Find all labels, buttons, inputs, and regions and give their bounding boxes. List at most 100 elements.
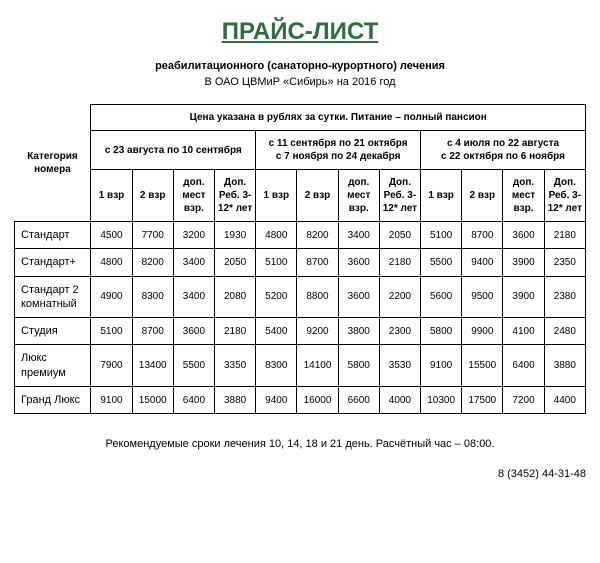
page-title: ПРАЙС-ЛИСТ [14,18,586,46]
subcol-0-1: 2 взр [132,170,173,222]
row-label: Гранд Люкс [15,387,91,414]
price-cell: 4500 [91,222,132,249]
price-cell: 4900 [91,276,132,318]
col-header-category: Категория номера [15,105,91,222]
price-cell: 2300 [379,318,420,345]
price-cell: 2050 [379,222,420,249]
price-cell: 17500 [462,387,503,414]
row-label: Люкс премиум [15,345,91,387]
phone-number: 8 (3452) 44-31-48 [14,468,586,480]
price-cell: 3900 [503,249,544,276]
row-label: Студия [15,318,91,345]
subcol-1-3: Доп. Реб. 3-12* лет [379,170,420,222]
price-cell: 8300 [132,276,173,318]
price-cell: 8200 [132,249,173,276]
price-cell: 15000 [132,387,173,414]
price-cell: 2200 [379,276,420,318]
price-cell: 3600 [173,318,214,345]
price-cell: 7900 [91,345,132,387]
subcol-1-0: 1 взр [256,170,297,222]
subtitle-line-1: реабилитационного (санаторно-курортного)… [14,60,586,72]
price-cell: 4000 [379,387,420,414]
price-cell: 4100 [503,318,544,345]
price-cell: 3400 [173,249,214,276]
price-cell: 6600 [338,387,379,414]
price-table: Категория номера Цена указана в рублях з… [14,104,586,414]
price-cell: 9900 [462,318,503,345]
period-header-2: с 4 июля по 22 августа с 22 октября по 6… [421,131,586,170]
price-cell: 6400 [503,345,544,387]
row-label: Стандарт [15,222,91,249]
subcol-0-3: Доп. Реб. 3-12* лет [215,170,256,222]
price-cell: 5100 [91,318,132,345]
price-cell: 9400 [256,387,297,414]
price-cell: 6400 [173,387,214,414]
period-header-0: с 23 августа по 10 сентября [91,131,256,170]
price-cell: 8300 [256,345,297,387]
price-cell: 9400 [462,249,503,276]
subcol-2-0: 1 взр [421,170,462,222]
price-cell: 4800 [91,249,132,276]
price-cell: 9100 [91,387,132,414]
price-cell: 2050 [215,249,256,276]
period-header-1: с 11 сентября по 21 октября с 7 ноября п… [256,131,421,170]
price-cell: 5600 [421,276,462,318]
price-cell: 5800 [421,318,462,345]
price-cell: 8800 [297,276,338,318]
price-cell: 9500 [462,276,503,318]
table-body: Стандарт45007700320019304800820034002050… [15,222,586,414]
price-cell: 5500 [173,345,214,387]
price-cell: 14100 [297,345,338,387]
price-cell: 3600 [338,249,379,276]
table-row: Гранд Люкс910015000640038809400160006600… [15,387,586,414]
price-cell: 2180 [379,249,420,276]
price-cell: 1930 [215,222,256,249]
price-cell: 5200 [256,276,297,318]
price-cell: 8200 [297,222,338,249]
price-cell: 3900 [503,276,544,318]
footnote: Рекомендуемые сроки лечения 10, 14, 18 и… [14,438,586,450]
subcol-0-0: 1 взр [91,170,132,222]
table-row: Люкс премиум7900134005500335083001410058… [15,345,586,387]
price-cell: 7700 [132,222,173,249]
price-cell: 15500 [462,345,503,387]
price-cell: 3800 [338,318,379,345]
subcol-1-1: 2 взр [297,170,338,222]
price-cell: 16000 [297,387,338,414]
subcol-2-3: Доп. Реб. 3-12* лет [544,170,585,222]
price-cell: 2350 [544,249,585,276]
price-cell: 13400 [132,345,173,387]
subcol-2-1: 2 взр [462,170,503,222]
price-cell: 7200 [503,387,544,414]
table-row: Студия5100870036002180540092003800230058… [15,318,586,345]
price-cell: 2380 [544,276,585,318]
price-cell: 10300 [421,387,462,414]
row-label: Стандарт 2 комнатный [15,276,91,318]
header-price-note: Цена указана в рублях за сутки. Питание … [91,105,586,131]
price-cell: 5400 [256,318,297,345]
price-cell: 8700 [462,222,503,249]
price-cell: 3600 [503,222,544,249]
price-cell: 3600 [338,276,379,318]
price-cell: 3880 [544,345,585,387]
price-cell: 4800 [256,222,297,249]
subcol-2-2: доп. мест взр. [503,170,544,222]
price-cell: 8700 [132,318,173,345]
price-cell: 2080 [215,276,256,318]
price-cell: 9200 [297,318,338,345]
price-cell: 2180 [215,318,256,345]
price-cell: 5100 [421,222,462,249]
subcol-0-2: доп. мест взр. [173,170,214,222]
table-row: Стандарт 2 комнатный49008300340020805200… [15,276,586,318]
price-cell: 3530 [379,345,420,387]
subcol-1-2: доп. мест взр. [338,170,379,222]
row-label: Стандарт+ [15,249,91,276]
price-cell: 3880 [215,387,256,414]
price-cell: 3400 [173,276,214,318]
price-cell: 4400 [544,387,585,414]
price-cell: 5100 [256,249,297,276]
price-cell: 5500 [421,249,462,276]
price-cell: 8700 [297,249,338,276]
price-cell: 2180 [544,222,585,249]
price-cell: 9100 [421,345,462,387]
